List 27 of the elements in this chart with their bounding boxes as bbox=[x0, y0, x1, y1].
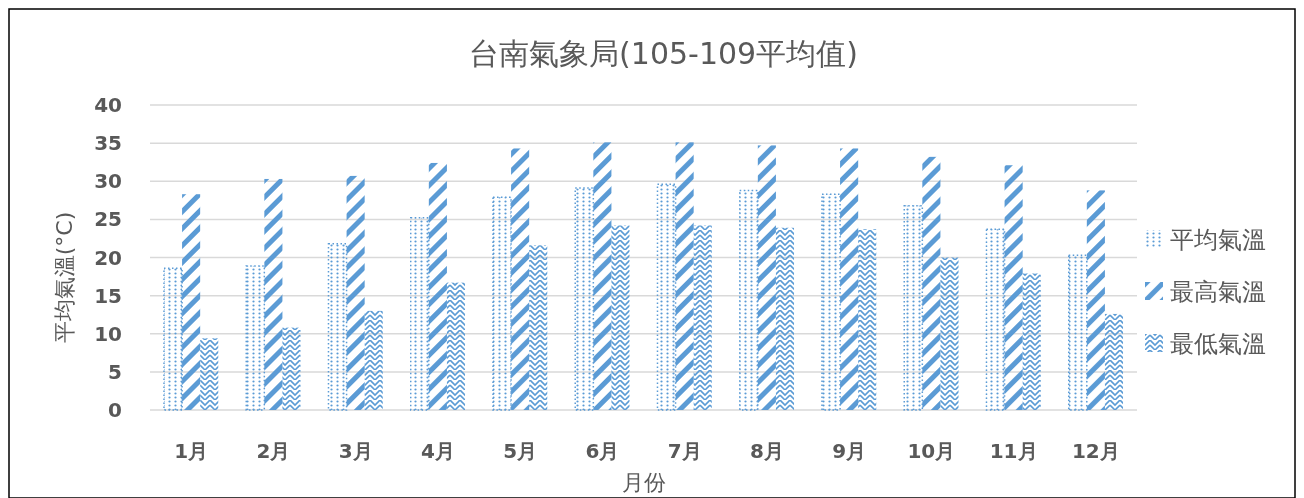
x-axis-title: 月份 bbox=[621, 470, 666, 495]
y-tick-label: 40 bbox=[94, 93, 122, 117]
x-tick-label: 12月 bbox=[1071, 439, 1120, 463]
x-tick-label: 1月 bbox=[174, 439, 209, 463]
x-tick-label: 2月 bbox=[256, 439, 291, 463]
x-tick-label: 10月 bbox=[907, 439, 956, 463]
y-axis-title: 平均氣溫(°C) bbox=[52, 211, 77, 344]
x-tick-label: 8月 bbox=[749, 439, 784, 463]
y-tick-label: 10 bbox=[94, 321, 122, 346]
x-tick-label: 6月 bbox=[585, 439, 620, 463]
x-tick-label: 5月 bbox=[503, 439, 538, 463]
y-tick-label: 0 bbox=[108, 398, 122, 422]
y-tick-label: 35 bbox=[94, 131, 122, 156]
x-tick-label: 7月 bbox=[667, 439, 702, 463]
x-tick-label: 9月 bbox=[832, 439, 867, 463]
chart-title: 台南氣象局(105-109平均值) bbox=[469, 36, 858, 71]
legend-label: 平均氣溫 bbox=[1170, 226, 1266, 254]
y-tick-label: 25 bbox=[94, 207, 122, 232]
y-tick-label: 20 bbox=[94, 245, 122, 270]
x-tick-label: 4月 bbox=[420, 439, 455, 463]
y-tick-label: 15 bbox=[94, 283, 122, 308]
x-tick-label: 11月 bbox=[989, 439, 1038, 463]
x-tick-label: 3月 bbox=[338, 439, 373, 463]
y-tick-label: 5 bbox=[108, 359, 122, 384]
legend-label: 最高氣溫 bbox=[1170, 278, 1266, 306]
y-tick-label: 30 bbox=[94, 169, 122, 194]
legend-label: 最低氣溫 bbox=[1170, 330, 1266, 358]
